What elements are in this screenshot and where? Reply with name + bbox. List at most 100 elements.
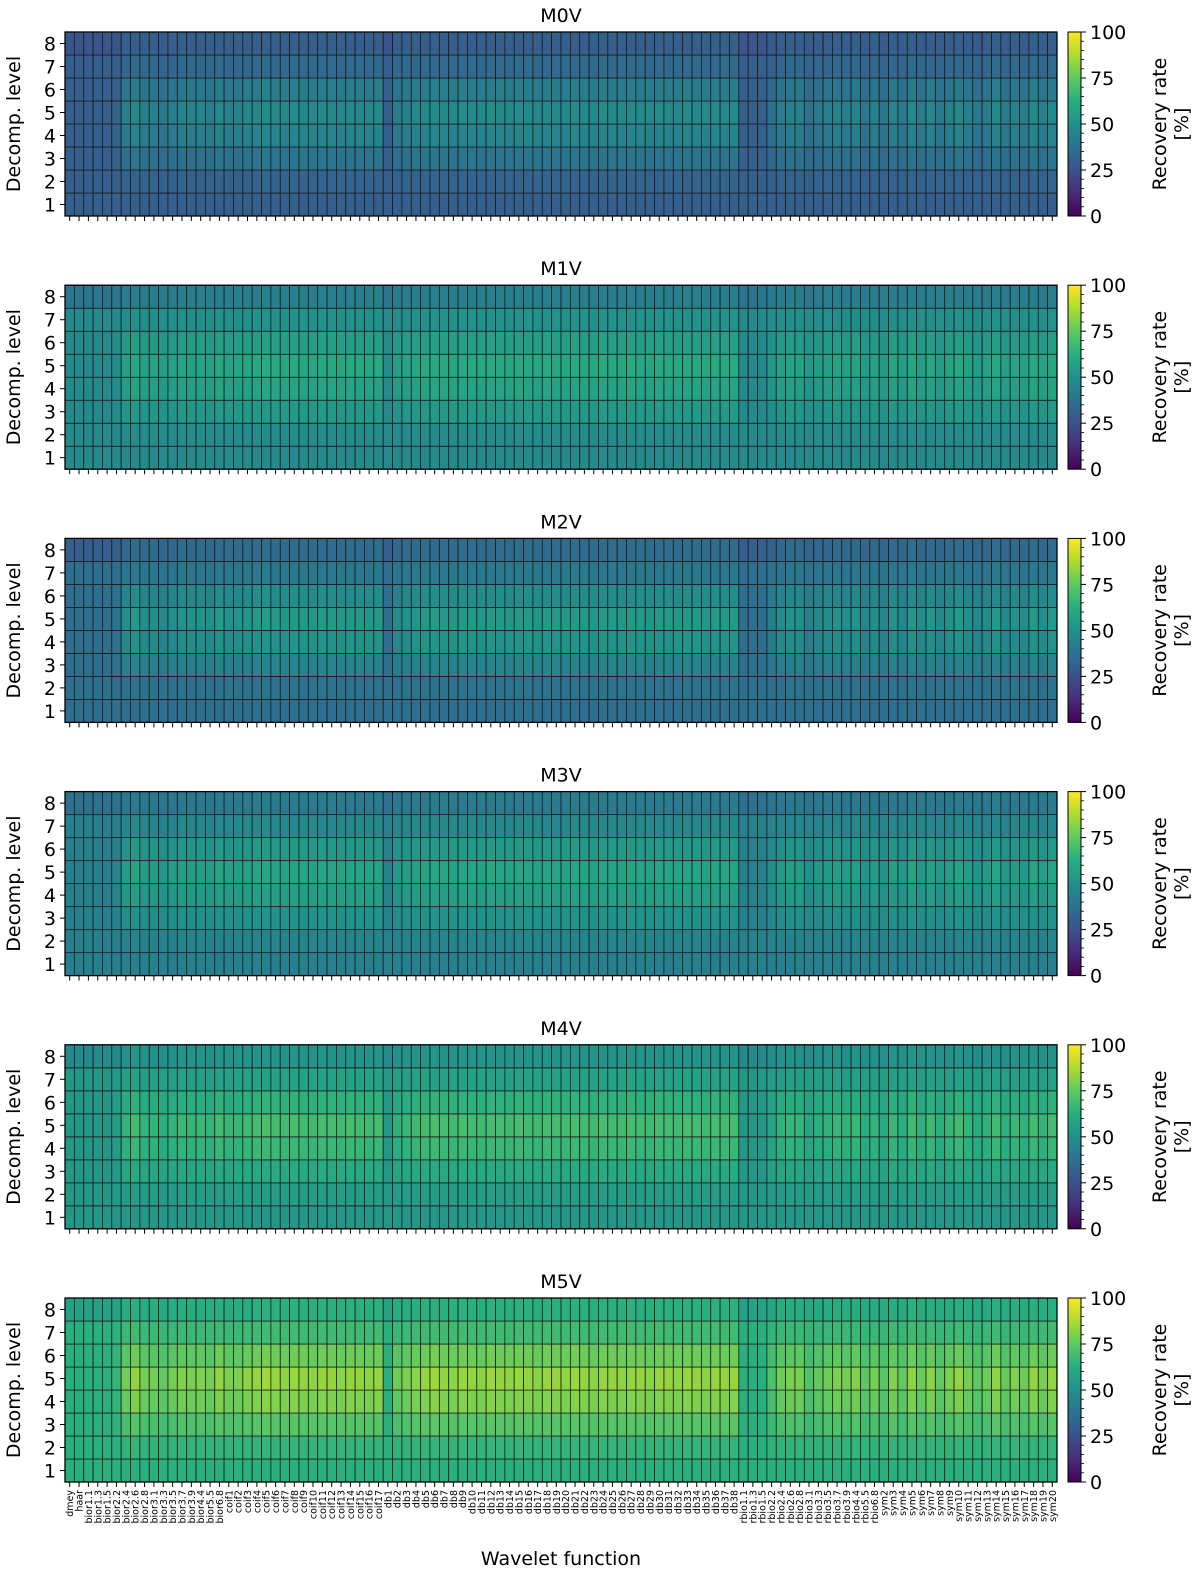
heatmap-cell	[401, 445, 412, 470]
heatmap-cell	[991, 399, 1002, 424]
heatmap-cell	[663, 814, 674, 839]
heatmap-cell	[438, 676, 450, 700]
heatmap-cell	[420, 1182, 431, 1207]
heatmap-cell	[794, 445, 805, 470]
heatmap-cell	[906, 791, 918, 816]
heatmap-cell	[251, 307, 262, 332]
heatmap-cell	[111, 169, 122, 194]
heatmap-cell	[176, 791, 188, 816]
heatmap-cell	[541, 307, 553, 332]
heatmap-cell	[551, 952, 562, 977]
heatmap-cell	[64, 653, 75, 677]
heatmap-cell	[233, 1090, 244, 1115]
heatmap-cell	[850, 906, 861, 931]
heatmap-cell	[373, 353, 384, 378]
heatmap-cell	[635, 77, 646, 102]
heatmap-cell	[410, 169, 422, 194]
heatmap-cell	[991, 284, 1002, 309]
heatmap-cell	[672, 284, 684, 309]
heatmap-cell	[700, 1159, 712, 1184]
heatmap-cell	[991, 699, 1002, 723]
heatmap-cell	[467, 1090, 478, 1115]
heatmap-cell	[785, 1159, 796, 1184]
heatmap-cell	[1037, 906, 1049, 931]
heatmap-cell	[64, 676, 75, 700]
heatmap-cell	[906, 952, 918, 977]
heatmap-cell	[541, 169, 553, 194]
heatmap-cell	[794, 561, 805, 585]
heatmap-cell	[298, 169, 309, 194]
heatmap-cell	[588, 1090, 599, 1115]
heatmap-cell	[92, 100, 103, 125]
heatmap-cell	[719, 192, 730, 217]
heatmap-cell	[410, 952, 422, 977]
heatmap-cell	[457, 1067, 468, 1092]
heatmap-cell	[130, 77, 141, 102]
heatmap-cell	[738, 1159, 749, 1184]
heatmap-cell	[148, 1113, 160, 1138]
heatmap-cell	[700, 376, 712, 401]
heatmap-cell	[392, 146, 403, 171]
heatmap-cell	[307, 837, 319, 862]
heatmap-cell	[532, 1182, 543, 1207]
heatmap-cell	[626, 653, 637, 677]
heatmap-cell	[410, 837, 422, 862]
heatmap-cell	[644, 123, 656, 148]
heatmap-cell	[888, 952, 899, 977]
heatmap-cell	[392, 353, 403, 378]
heatmap-cell	[523, 1205, 534, 1230]
heatmap-cell	[448, 284, 459, 309]
heatmap-cell	[1019, 906, 1030, 931]
heatmap-cell	[251, 445, 262, 470]
heatmap-cell	[813, 399, 824, 424]
heatmap-cell	[672, 952, 684, 977]
heatmap-cell	[495, 837, 506, 862]
heatmap-cell	[532, 929, 543, 954]
heatmap-cell	[607, 584, 618, 608]
heatmap-cell	[766, 100, 777, 125]
heatmap-cell	[532, 676, 543, 700]
heatmap-cell	[73, 376, 85, 401]
heatmap-cell	[1037, 284, 1049, 309]
heatmap-cell	[934, 1044, 946, 1069]
heatmap-cell	[963, 538, 974, 562]
heatmap-cell	[682, 607, 693, 631]
heatmap-cell	[1028, 192, 1039, 217]
heatmap-cell	[963, 929, 974, 954]
heatmap-cell	[906, 1113, 918, 1138]
heatmap-cell	[569, 630, 581, 654]
heatmap-cell	[195, 1159, 206, 1184]
heatmap-cell	[551, 699, 562, 723]
heatmap-cell	[289, 100, 300, 125]
heatmap-cell	[204, 376, 216, 401]
heatmap-cell	[335, 77, 347, 102]
heatmap-cell	[448, 399, 459, 424]
heatmap-cell	[335, 284, 347, 309]
heatmap-cell	[710, 584, 721, 608]
heatmap-cell	[719, 952, 730, 977]
heatmap-cell	[148, 146, 160, 171]
heatmap-cell	[588, 422, 599, 447]
heatmap-cell	[644, 54, 656, 79]
heatmap-cell	[626, 952, 637, 977]
heatmap-cell	[766, 1067, 777, 1092]
heatmap-cell	[963, 906, 974, 931]
heatmap-cell	[775, 607, 787, 631]
plot-frame	[64, 1044, 1058, 1230]
heatmap-cell	[167, 676, 178, 700]
heatmap-cell	[495, 31, 506, 56]
heatmap-cell	[176, 1090, 188, 1115]
heatmap-cell	[382, 1205, 394, 1230]
heatmap-cell	[869, 399, 880, 424]
heatmap-cell	[420, 54, 431, 79]
heatmap-cell	[1037, 676, 1049, 700]
heatmap-cell	[467, 77, 478, 102]
heatmap-cell	[233, 1182, 244, 1207]
heatmap-cell	[373, 929, 384, 954]
heatmap-cell	[738, 791, 749, 816]
heatmap-cell	[850, 146, 861, 171]
heatmap-cell	[775, 952, 787, 977]
heatmap-cell	[139, 445, 150, 470]
heatmap-cell	[672, 699, 684, 723]
heatmap-cell	[888, 353, 899, 378]
